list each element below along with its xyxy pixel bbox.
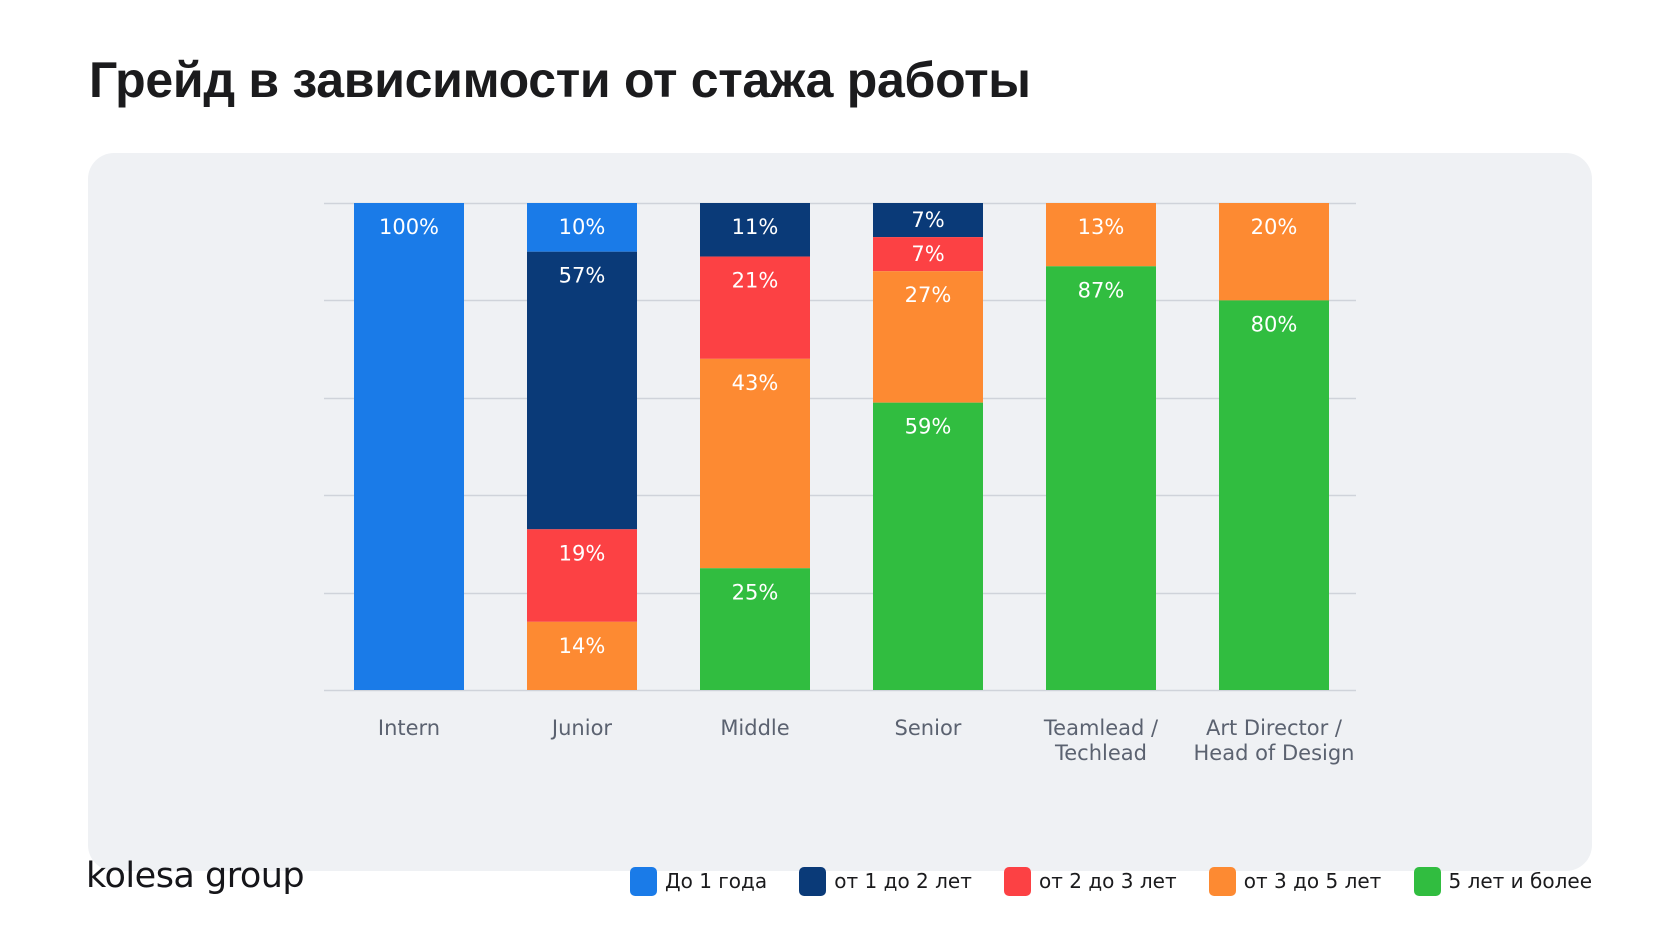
category-label: Head of Design <box>1193 741 1354 765</box>
segment-value-label: 13% <box>1078 215 1125 239</box>
gridlines <box>324 202 1356 692</box>
legend-swatch <box>1208 866 1236 896</box>
category-label: Techlead <box>1054 741 1147 765</box>
bar-segment <box>527 203 637 252</box>
kolesa-group-logo: kolesa group <box>86 856 305 896</box>
legend-label: от 1 до 2 лет <box>834 869 972 893</box>
bar-segment <box>527 621 637 690</box>
segment-value-label: 21% <box>732 269 779 293</box>
bar-segment <box>1219 300 1329 690</box>
legend-label: До 1 года <box>665 869 768 893</box>
segment-value-label: 43% <box>732 371 779 395</box>
segment-value-label: 19% <box>559 541 606 565</box>
category-label: Senior <box>895 716 962 740</box>
segment-value-label: 7% <box>911 242 944 266</box>
bar-segment <box>354 203 464 690</box>
legend-swatch <box>1004 866 1032 896</box>
bar-segment <box>1046 203 1156 267</box>
category-label: Middle <box>720 716 789 740</box>
segment-value-label: 80% <box>1251 312 1298 336</box>
segment-value-label: 59% <box>905 415 952 439</box>
legend: До 1 года от 1 до 2 лет от 2 до 3 лет от 3 … <box>630 866 1592 896</box>
bar-segment <box>873 237 983 272</box>
legend-label: 5 лет и более <box>1448 869 1593 893</box>
bar-segment <box>873 402 983 690</box>
legend-swatch <box>630 866 657 896</box>
chart-card: 100% 10% 57% 19% 14% 11% 21% 43% 25% 7% 7% 27% 59% 13… <box>88 153 1592 871</box>
segment-value-label: 20% <box>1251 215 1298 239</box>
legend-item: от 3 до 5 лет <box>1208 866 1382 896</box>
legend-item: До 1 года <box>630 866 768 896</box>
bar-segment <box>1046 266 1156 690</box>
bar-segment <box>700 358 810 569</box>
bars <box>354 203 1329 690</box>
segment-value-label: 100% <box>379 215 439 239</box>
segment-value-label: 27% <box>905 283 952 307</box>
page-title: Грейд в зависимости от стажа работы <box>89 52 1031 108</box>
legend-item: от 1 до 2 лет <box>799 866 972 896</box>
bar-segment <box>527 251 637 530</box>
segment-value-label: 57% <box>559 264 606 288</box>
legend-label: от 3 до 5 лет <box>1243 869 1382 893</box>
segment-value-label: 14% <box>559 634 606 658</box>
segment-value-label: 10% <box>559 215 606 239</box>
bar-segment <box>700 256 810 359</box>
segment-labels: 100% 10% 57% 19% 14% 11% 21% 43% 25% 7% 7% 27% 59% 13… <box>379 208 1297 658</box>
category-label: Junior <box>550 716 612 740</box>
category-label: Intern <box>378 716 440 740</box>
category-label: Teamlead / <box>1043 716 1159 740</box>
bar-segment <box>700 203 810 257</box>
segment-value-label: 87% <box>1078 278 1125 302</box>
category-labels: Intern Junior Middle Senior Teamlead /Techle… <box>378 716 1355 765</box>
bar-segment <box>700 568 810 690</box>
legend-swatch <box>1413 866 1441 896</box>
bar-segment <box>527 529 637 622</box>
stacked-bar-chart: 100% 10% 57% 19% 14% 11% 21% 43% 25% 7% 7% 27% 59% 13… <box>324 202 1356 765</box>
category-label: Art Director / <box>1206 716 1343 740</box>
legend-item: от 2 до 3 лет <box>1004 866 1177 896</box>
segment-value-label: 11% <box>732 215 779 239</box>
legend-label: от 2 до 3 лет <box>1039 869 1177 893</box>
bar-segment <box>873 203 983 238</box>
bar-segment <box>1219 203 1329 301</box>
legend-swatch <box>799 866 827 896</box>
segment-value-label: 25% <box>732 580 779 604</box>
legend-item: 5 лет и более <box>1413 866 1593 896</box>
bar-segment <box>873 271 983 403</box>
segment-value-label: 7% <box>911 208 944 232</box>
